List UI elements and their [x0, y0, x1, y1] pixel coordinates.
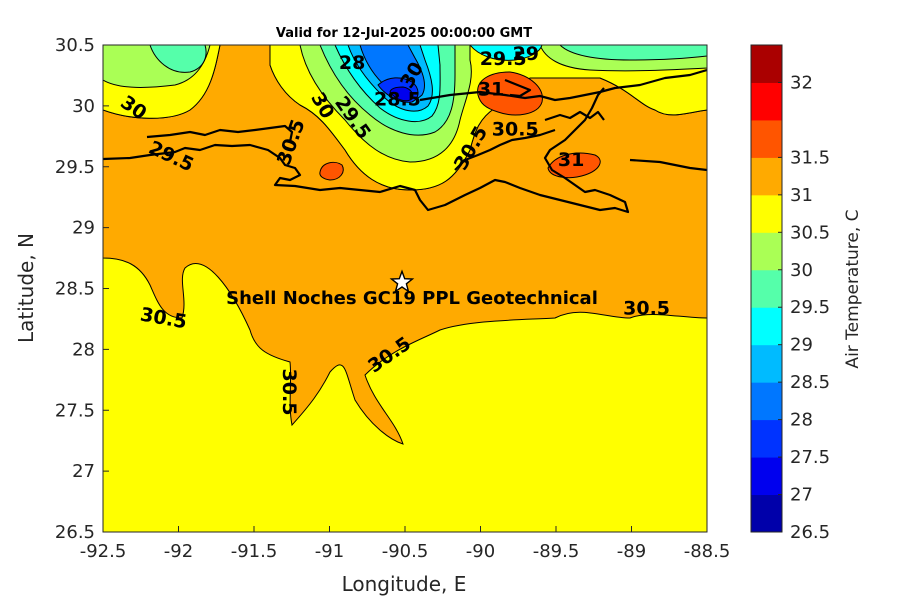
x-tick-label: -92 [164, 541, 193, 562]
field-aqua-ne [559, 45, 707, 61]
contour-label: 30.5 [492, 119, 539, 141]
colorbar-tick-label: 27 [790, 485, 813, 506]
colorbar-frame [750, 44, 783, 533]
field-warm-1 [477, 71, 543, 116]
y-axis-ticks: 26.5 27 27.5 28 28.5 29 29.5 30 30.5 [55, 35, 109, 543]
y-tick-label: 27 [72, 461, 95, 482]
y-tick-label: 28 [72, 339, 95, 360]
contour-label: 31 [478, 79, 504, 101]
colorbar-segment [751, 232, 782, 271]
x-tick-label: -91.5 [231, 541, 278, 562]
contour-label: 30.5 [623, 298, 670, 320]
site-marker-star-icon [389, 269, 415, 293]
colorbar-tick-label: 30 [790, 260, 813, 281]
y-tick-label: 28.5 [55, 279, 95, 300]
x-tick-label: -90 [466, 541, 495, 562]
colorbar-tick-label: 29 [790, 335, 813, 356]
colorbar-tick-label: 28.5 [790, 372, 830, 393]
colorbar-label: Air Temperature, C [843, 209, 863, 368]
x-axis-label: Longitude, E [342, 572, 467, 596]
y-axis-label: Latitude, N [14, 233, 38, 343]
x-tick-label: -90.5 [382, 541, 429, 562]
colorbar-tick-label: 29.5 [790, 297, 830, 318]
colorbar-segment [751, 119, 782, 158]
colorbar-segment [751, 157, 782, 196]
colorbar-segment [751, 419, 782, 458]
x-tick-label: -92.5 [80, 541, 127, 562]
coastline [103, 68, 707, 214]
x-tick-label: -89 [617, 541, 646, 562]
y-tick-label: 26.5 [55, 522, 95, 543]
y-tick-label: 27.5 [55, 400, 95, 421]
field-navy-nc [389, 86, 414, 102]
colorbar-segment [751, 45, 782, 83]
contour-label: 28.5 [374, 88, 421, 110]
contour-label: 29 [513, 43, 539, 65]
field-cyan-ne [469, 45, 543, 61]
colorbar-tick-label: 30.5 [790, 222, 830, 243]
site-label: Shell Noches GC19 PPL Geotechnical [226, 288, 598, 309]
x-tick-label: -88.5 [684, 541, 731, 562]
colorbar-tick-label: 31.5 [790, 147, 830, 168]
colorbar-tick-label: 28 [790, 410, 813, 431]
colorbar-segment [751, 82, 782, 121]
colorbar-segment [751, 494, 782, 533]
contour-label: 31 [558, 149, 584, 171]
contour-label: 29.5 [480, 48, 527, 70]
x-tick-label: -91 [315, 541, 344, 562]
colorbar-segment [751, 269, 782, 308]
field-warm-3 [319, 161, 344, 181]
colorbar-segment [751, 307, 782, 346]
y-tick-label: 30.5 [55, 35, 95, 56]
colorbar-segment [751, 382, 782, 421]
contour-label: 30.5 [278, 369, 300, 416]
y-tick-label: 30 [72, 96, 95, 117]
colorbar-segment [751, 194, 782, 233]
colorbar-segment [751, 344, 782, 383]
x-tick-label: -89.5 [533, 541, 580, 562]
colorbar-tick-label: 31 [790, 185, 813, 206]
colorbar-tick-label: 27.5 [790, 447, 830, 468]
colorbar: 26.5 27 27.5 28 28.5 29 29.5 30 30.5 31 31.5 32 [750, 44, 830, 543]
figure-title: Valid for 12-Jul-2025 00:00:00 GMT [276, 26, 532, 41]
field-aqua-nw [149, 45, 207, 73]
colorbar-tick-label: 32 [790, 72, 813, 93]
colorbar-tick-label: 26.5 [790, 522, 830, 543]
y-tick-label: 29.5 [55, 157, 95, 178]
y-tick-label: 29 [72, 218, 95, 239]
colorbar-segment [751, 457, 782, 496]
x-axis-ticks: -92.5 -92 -91.5 -91 -90.5 -90 -89.5 -89 -88.5 [80, 526, 731, 562]
contour-label: 28 [339, 52, 365, 74]
